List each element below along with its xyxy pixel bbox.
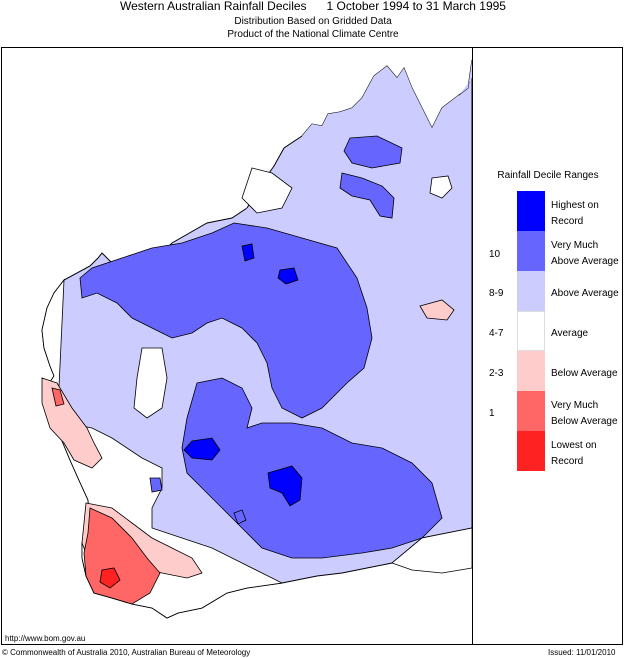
legend-title: Rainfall Decile Ranges <box>497 170 599 181</box>
rainfall-map <box>41 59 472 619</box>
average-region-south-east <box>391 527 472 574</box>
legend-label-very-much-below: Very Much Below Average <box>551 400 618 427</box>
legend-label-lowest: Lowest on Record <box>551 440 597 467</box>
legend-range-2-3: 2-3 <box>489 368 504 379</box>
legend-swatch-below <box>517 351 545 391</box>
very-much-above-small-1 <box>149 477 163 493</box>
map-title: Western Australian Rainfall Deciles 1 Oc… <box>120 0 506 13</box>
legend-swatch-average <box>517 311 545 351</box>
very-much-above-northeast <box>343 135 403 169</box>
map-subtitle-distribution: Distribution Based on Gridded Data <box>234 16 392 27</box>
very-much-above-east <box>339 172 395 219</box>
legend-label-very-much-above: Very Much Above Average <box>551 240 619 267</box>
footer-copyright: © Commonwealth of Australia 2010, Austra… <box>2 648 251 657</box>
legend-swatch-above <box>517 271 545 311</box>
legend-swatch-very-much-below <box>517 391 545 431</box>
very-much-above-central <box>181 377 443 559</box>
highest-record-4 <box>267 465 303 507</box>
map-frame <box>1 47 623 645</box>
average-region-coast-north <box>302 60 472 158</box>
map-subtitle-product: Product of the National Climate Centre <box>227 29 399 40</box>
legend-range-8-9: 8-9 <box>489 288 504 299</box>
average-island-east <box>429 175 453 199</box>
footer-url[interactable]: http://www.bom.gov.au <box>5 634 86 643</box>
lowest-record-southwest <box>99 567 121 589</box>
legend-label-below: Below Average <box>551 368 618 379</box>
legend-swatch-very-much-above <box>517 231 545 271</box>
legend-divider <box>472 47 473 645</box>
legend-swatch-lowest <box>517 431 545 471</box>
very-much-above-north <box>79 222 373 419</box>
footer-issued: Issued: 11/01/2010 <box>548 648 616 657</box>
legend-range-1: 1 <box>489 408 495 419</box>
legend-label-highest: Highest on Record <box>551 200 599 227</box>
highest-record-1 <box>241 243 255 262</box>
below-average-east <box>419 299 455 321</box>
highest-record-2 <box>277 267 299 285</box>
legend-label-above: Above Average <box>551 288 619 299</box>
average-island-centre <box>133 347 168 419</box>
legend-range-4-7: 4-7 <box>489 328 504 339</box>
average-island-north <box>241 167 293 214</box>
very-much-above-small-2 <box>233 509 247 525</box>
highest-record-3 <box>183 437 221 461</box>
legend-swatch-highest <box>517 191 545 231</box>
legend-label-average: Average <box>551 328 589 339</box>
legend-range-10: 10 <box>489 249 501 260</box>
very-much-below-coast <box>51 387 65 407</box>
